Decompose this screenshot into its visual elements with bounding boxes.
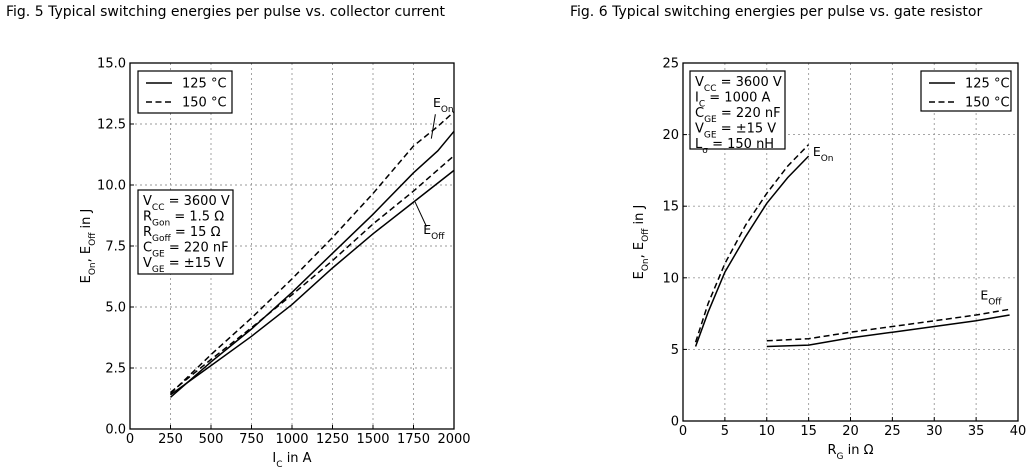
legend-label: 150 °C — [182, 96, 227, 111]
condition-line: CGE = 220 nF — [695, 106, 781, 125]
x-tick-label: 30 — [926, 424, 943, 439]
annotation-leader — [414, 201, 427, 227]
x-tick-label: 40 — [1010, 424, 1027, 439]
x-tick-label: 10 — [758, 424, 775, 439]
fig6-title: Fig. 6 Typical switching energies per pu… — [570, 4, 983, 20]
condition-line: Lσ = 150 nH — [695, 137, 774, 156]
x-tick-label: 1000 — [275, 432, 308, 447]
series-line — [766, 314, 1010, 348]
x-tick-label: 2000 — [437, 432, 470, 447]
x-tick-label: 20 — [842, 424, 859, 439]
x-tick-label: 250 — [158, 432, 183, 447]
plot-frame — [682, 62, 1019, 422]
condition-line: CGE = 220 nF — [143, 241, 229, 260]
annotation-label: EOff — [423, 222, 445, 242]
y-axis-label: EOn, EOff in J — [79, 209, 98, 284]
annotation-label: EOff — [980, 287, 1002, 307]
x-tick-label: 25 — [884, 424, 901, 439]
condition-line: VCC = 3600 V — [695, 75, 782, 94]
legend: 125 °C 150 °C — [920, 70, 1012, 112]
x-tick-label: 0 — [126, 432, 134, 447]
x-tick-label: 15 — [800, 424, 817, 439]
legend-label: 125 °C — [182, 77, 227, 92]
y-tick-label: 10 — [662, 271, 679, 286]
y-tick-label: 15 — [662, 200, 679, 215]
y-tick-label: 7.5 — [105, 240, 126, 255]
x-tick-label: 1750 — [397, 432, 430, 447]
annotation-label: EOn — [813, 144, 834, 164]
condition-line: VGE = ±15 V — [695, 122, 776, 141]
x-tick-label: 1500 — [356, 432, 389, 447]
y-tick-label: 12.5 — [97, 118, 126, 133]
condition-line: IC = 1000 A — [695, 91, 771, 110]
y-tick-label: 5 — [671, 343, 679, 358]
y-tick-label: 0 — [671, 415, 679, 430]
y-tick-label: 20 — [662, 128, 679, 143]
conditions-frame — [137, 189, 234, 275]
legend-box — [137, 70, 233, 114]
x-tick-label: 35 — [968, 424, 985, 439]
legend-label: 150 °C — [965, 96, 1010, 111]
y-tick-label: 10.0 — [97, 179, 126, 194]
y-tick-label: 5.0 — [105, 301, 126, 316]
legend-label: 125 °C — [965, 77, 1010, 92]
y-tick-label: 0.0 — [105, 423, 126, 438]
series-line — [170, 155, 455, 393]
series-line — [170, 130, 455, 398]
series-line — [766, 308, 1010, 342]
annotation-leader — [430, 114, 436, 139]
x-tick-label: 1250 — [316, 432, 349, 447]
fig5-title: Fig. 5 Typical switching energies per pu… — [6, 4, 445, 20]
y-tick-label: 25 — [662, 57, 679, 72]
series-line — [170, 169, 455, 396]
legend: 125 °C 150 °C — [137, 70, 233, 114]
conditions-frame — [689, 70, 786, 150]
condition-line: RGon = 1.5 Ω — [143, 210, 224, 229]
plot-frame — [129, 62, 455, 430]
chart-5: 0 250 500 750 1000 1250 1500 1750 2000 0.0 2.5 5.0 7… — [79, 57, 471, 468]
x-axis-label: RG in Ω — [827, 443, 873, 462]
y-axis-label: EOn, EOff in J — [632, 205, 651, 280]
series-line — [694, 144, 810, 343]
y-tick-label: 2.5 — [105, 362, 126, 377]
x-tick-label: 500 — [199, 432, 224, 447]
condition-line: RGoff = 15 Ω — [143, 225, 221, 244]
y-tick-label: 15.0 — [97, 57, 126, 72]
x-axis-label: IC in A — [272, 451, 311, 468]
x-tick-label: 5 — [721, 424, 729, 439]
annotation-label: EOn — [433, 95, 454, 115]
x-tick-label: 750 — [239, 432, 264, 447]
series-line — [694, 155, 810, 347]
legend-box — [920, 70, 1012, 112]
x-tick-label: 0 — [679, 424, 687, 439]
condition-line: VCC = 3600 V — [143, 194, 230, 213]
condition-line: VGE = ±15 V — [143, 256, 224, 275]
